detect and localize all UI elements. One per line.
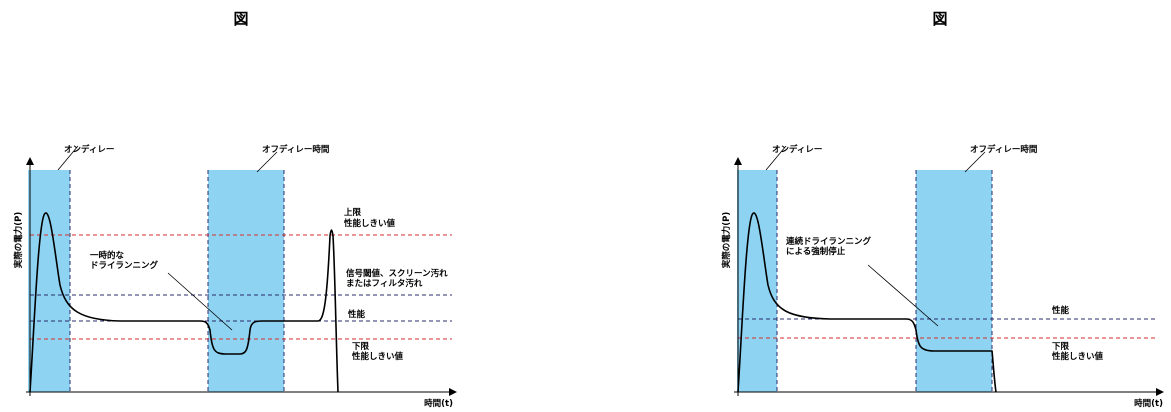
left-x-axis-label: 時間(t) xyxy=(424,398,453,409)
right-on-delay-leader xyxy=(765,145,787,171)
left-performance-label: 性能 xyxy=(348,309,366,320)
right-x-axis-label: 時間(t) xyxy=(1134,398,1163,409)
right-performance-label: 性能 xyxy=(1052,305,1070,316)
left-on-delay-leader xyxy=(57,145,79,171)
right-on-delay-band xyxy=(737,170,777,392)
left-on-delay-label: オンディレー xyxy=(64,144,114,155)
right-off-delay-label: オフディレー時間 xyxy=(970,144,1037,155)
right-power-curve xyxy=(737,212,997,393)
left-on-delay-band xyxy=(28,170,70,392)
left-annotation-leader xyxy=(167,272,233,331)
right-lower-limit-line1: 下限 xyxy=(1052,342,1070,352)
left-off-delay-band xyxy=(208,170,284,392)
right-annotation-leader xyxy=(867,264,939,327)
left-annotation-line2: ドライランニング xyxy=(90,260,159,271)
left-figure-label: 図 xyxy=(233,10,248,28)
left-power-curve xyxy=(29,212,339,393)
left-upper-limit-line2: 性能しきい値 xyxy=(344,218,396,229)
right-figure-label: 図 xyxy=(932,10,947,28)
left-lower-limit-line2: 性能しきい値 xyxy=(352,351,404,362)
left-annotation-line1: 一時的な xyxy=(90,250,125,261)
left-signal-note-line2: またはフィルタ汚れ xyxy=(346,278,423,289)
left-upper-limit-line1: 上限 xyxy=(344,207,362,218)
right-on-delay-label: オンディレー xyxy=(772,144,822,155)
right-off-delay-leader xyxy=(964,151,986,173)
right-lower-limit-line2: 性能しきい値 xyxy=(1052,351,1104,362)
right-annotation-line1: 連続ドライランニング xyxy=(786,236,872,247)
right-panel: 図 オンディレー オフディレー時間 実際の電力(P) 時間(t) 連続ドライラン… xyxy=(721,10,1164,409)
left-lower-limit-line1: 下限 xyxy=(352,342,370,352)
left-off-delay-leader xyxy=(256,151,278,173)
left-off-delay-label: オフディレー時間 xyxy=(262,144,329,155)
right-off-delay-band xyxy=(916,170,992,392)
left-signal-note-line1: 信号閾値、スクリーン汚れ xyxy=(346,268,448,279)
right-annotation-line2: による強制停止 xyxy=(786,246,846,257)
right-y-axis-label: 実際の電力(P) xyxy=(721,212,732,269)
left-y-axis-label: 実際の電力(P) xyxy=(13,212,24,269)
left-panel: 図 オンディレー オフディレー時間 実際の電力(P) 時間(t) 上限 性能しき… xyxy=(13,10,457,409)
